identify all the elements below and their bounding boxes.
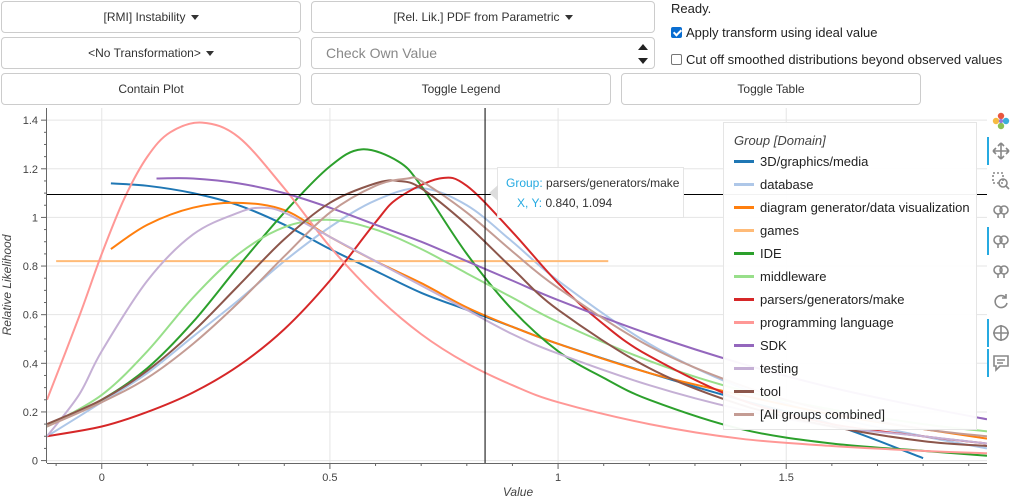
legend-item-sdk[interactable]: SDK [734, 335, 787, 355]
legend: Group [Domain] 3D/graphics/media database… [723, 122, 977, 430]
y-tick-label: 0.4 [23, 358, 38, 370]
metric-dropdown-label: [RMI] Instability [103, 10, 186, 24]
legend-label: programming language [760, 314, 894, 330]
tooltip-xy-key: X, Y: [517, 196, 543, 210]
legend-item-middleware[interactable]: middleware [734, 266, 826, 286]
transform-dropdown[interactable]: <No Transformation> [1, 37, 301, 69]
legend-item-diagram-generator-data-visualization[interactable]: diagram generator/data visualization [734, 197, 970, 217]
y-tick-label: 0 [32, 456, 38, 468]
legend-label: parsers/generators/make [760, 291, 905, 307]
chevron-down-icon [564, 14, 573, 20]
cutoff-checkbox[interactable]: Cut off smoothed distributions beyond ob… [671, 52, 1002, 67]
legend-label: 3D/graphics/media [760, 153, 869, 169]
legend-swatch [734, 205, 754, 209]
metric-dropdown[interactable]: [RMI] Instability [1, 1, 301, 33]
toggle-table-button[interactable]: Toggle Table [621, 73, 921, 105]
y-tick-label: 1 [32, 212, 38, 224]
tooltip-group-key: Group: [506, 176, 543, 190]
legend-item-parsers-generators-make[interactable]: parsers/generators/make [734, 289, 905, 309]
axes: 0 0.5 1 1.5 0 0.2 0.4 0.6 0.8 1 1.2 1.4 [23, 108, 987, 484]
checkbox-unchecked-icon[interactable] [671, 54, 682, 65]
legend-label: [All groups combined] [760, 406, 886, 422]
tooltip-group-row: Group: parsers/generators/make [506, 176, 679, 190]
legend-item-tool[interactable]: tool [734, 381, 781, 401]
toggle-table-label: Toggle Table [737, 82, 805, 96]
tooltip-group-value: parsers/generators/make [546, 176, 680, 190]
crosshair-icon[interactable] [987, 319, 1012, 347]
hover-tooltip: Group: parsers/generators/make X, Y: 0.8… [489, 167, 684, 218]
contain-plot-button[interactable]: Contain Plot [1, 73, 301, 105]
legend-title: Group [Domain] [734, 133, 826, 148]
tooltip-xy-row: X, Y: 0.840, 1.094 [517, 196, 612, 210]
y-tick-label: 0.2 [23, 407, 38, 419]
legend-label: SDK [760, 337, 787, 353]
apply-transform-label: Apply transform using ideal value [686, 25, 878, 40]
y-tick-label: 1.2 [23, 164, 38, 176]
legend-item-testing[interactable]: testing [734, 358, 798, 378]
legend-item-ide[interactable]: IDE [734, 243, 782, 263]
legend-item-3d-graphics-media[interactable]: 3D/graphics/media [734, 151, 868, 171]
legend-swatch [734, 274, 754, 278]
spin-up-icon[interactable] [638, 44, 648, 50]
tooltip-xy-value: 0.840, 1.094 [545, 196, 613, 210]
wheel-zoom-icon[interactable] [990, 200, 1012, 222]
plot-type-dropdown[interactable]: [Rel. Lik.] PDF from Parametric [311, 1, 655, 33]
legend-swatch [734, 251, 754, 255]
legend-swatch [734, 320, 754, 324]
reset-icon[interactable] [990, 290, 1012, 312]
y-tick-label: 0.6 [23, 310, 38, 322]
wheel-zoom-x-icon[interactable] [987, 227, 1012, 255]
legend-swatch [734, 343, 754, 347]
plot-type-dropdown-label: [Rel. Lik.] PDF from Parametric [393, 10, 560, 24]
x-tick-label: 1 [555, 472, 561, 484]
toggle-legend-button[interactable]: Toggle Legend [311, 73, 611, 105]
legend-label: testing [760, 360, 799, 376]
bokeh-logo-icon[interactable] [990, 110, 1012, 132]
x-tick-label: 0.5 [322, 472, 337, 484]
x-tick-label: 1.5 [779, 472, 794, 484]
legend-swatch [734, 366, 754, 370]
y-tick-label: 1.4 [23, 115, 38, 127]
legend-label: database [760, 176, 814, 192]
checkbox-checked-icon[interactable] [671, 27, 682, 38]
y-axis-label: Relative Likelihood [0, 234, 14, 335]
chevron-down-icon [205, 50, 214, 56]
x-axis-label: Value [503, 485, 534, 499]
wheel-zoom-y-icon[interactable] [990, 260, 1012, 282]
legend-item-programming-language[interactable]: programming language [734, 312, 894, 332]
box-zoom-icon[interactable] [990, 170, 1012, 192]
legend-label: IDE [760, 245, 782, 261]
legend-swatch [734, 182, 754, 186]
legend-label: diagram generator/data visualization [760, 199, 970, 215]
legend-item-games[interactable]: games [734, 220, 799, 240]
x-tick-label: 0 [99, 472, 105, 484]
check-value-input[interactable] [324, 44, 628, 62]
legend-swatch [734, 159, 754, 163]
transform-dropdown-label: <No Transformation> [88, 46, 201, 60]
cutoff-label: Cut off smoothed distributions beyond ob… [686, 52, 1003, 67]
series-line-ide[interactable] [47, 148, 987, 457]
chevron-down-icon [190, 14, 199, 20]
hover-icon[interactable] [987, 349, 1012, 377]
y-tick-label: 0.8 [23, 261, 38, 273]
status-text: Ready. [671, 1, 712, 16]
legend-swatch [734, 389, 754, 393]
series-line-programming-language[interactable] [47, 121, 987, 455]
legend-item-all-groups-combined[interactable]: [All groups combined] [734, 404, 885, 424]
check-value-field [311, 37, 655, 69]
legend-label: middleware [760, 268, 827, 284]
spin-down-icon[interactable] [638, 58, 648, 64]
legend-item-database[interactable]: database [734, 174, 814, 194]
toggle-legend-label: Toggle Legend [421, 82, 501, 96]
legend-label: games [760, 222, 800, 238]
apply-transform-checkbox[interactable]: Apply transform using ideal value [671, 25, 878, 40]
legend-swatch [734, 228, 754, 232]
contain-plot-label: Contain Plot [118, 82, 184, 96]
pan-icon[interactable] [987, 137, 1012, 165]
legend-swatch [734, 297, 754, 301]
legend-label: tool [760, 383, 781, 399]
legend-swatch [734, 412, 754, 416]
